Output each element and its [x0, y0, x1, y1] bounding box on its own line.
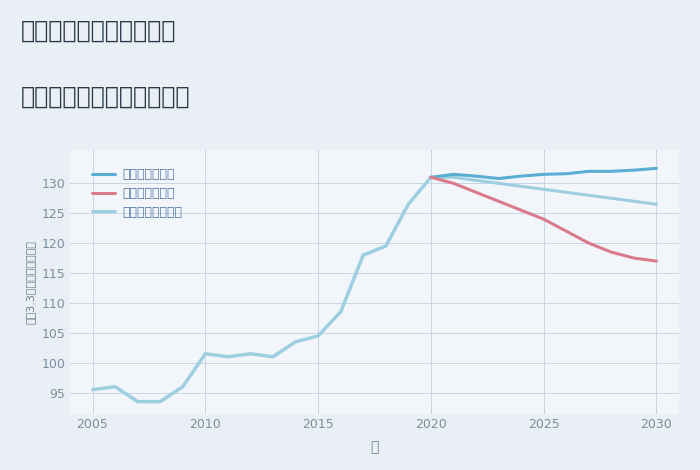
- グッドシナリオ: [427, 174, 435, 180]
- バッドシナリオ: [652, 258, 661, 264]
- バッドシナリオ: [540, 216, 548, 222]
- Y-axis label: 坪（3.3㎡）単価（万円）: 坪（3.3㎡）単価（万円）: [26, 240, 36, 324]
- ノーマルシナリオ: [540, 187, 548, 192]
- ノーマルシナリオ: [630, 198, 638, 204]
- バッドシナリオ: [630, 255, 638, 261]
- グッドシナリオ: [517, 173, 525, 179]
- バッドシナリオ: [584, 240, 593, 246]
- バッドシナリオ: [562, 228, 570, 234]
- Text: 兵庫県姫路市南新在家の: 兵庫県姫路市南新在家の: [21, 19, 176, 43]
- Line: グッドシナリオ: グッドシナリオ: [431, 168, 657, 179]
- グッドシナリオ: [494, 176, 503, 181]
- グッドシナリオ: [540, 172, 548, 177]
- Line: バッドシナリオ: バッドシナリオ: [431, 177, 657, 261]
- グッドシナリオ: [472, 173, 480, 179]
- バッドシナリオ: [517, 207, 525, 213]
- グッドシナリオ: [562, 171, 570, 177]
- X-axis label: 年: 年: [370, 440, 379, 454]
- ノーマルシナリオ: [607, 196, 615, 201]
- グッドシナリオ: [630, 167, 638, 173]
- バッドシナリオ: [494, 198, 503, 204]
- Text: 中古マンションの価格推移: 中古マンションの価格推移: [21, 85, 190, 109]
- Legend: グッドシナリオ, バッドシナリオ, ノーマルシナリオ: グッドシナリオ, バッドシナリオ, ノーマルシナリオ: [88, 164, 186, 222]
- ノーマルシナリオ: [562, 189, 570, 195]
- グッドシナリオ: [607, 169, 615, 174]
- グッドシナリオ: [449, 172, 458, 177]
- グッドシナリオ: [652, 165, 661, 171]
- バッドシナリオ: [472, 189, 480, 195]
- ノーマルシナリオ: [472, 178, 480, 183]
- ノーマルシナリオ: [427, 174, 435, 180]
- グッドシナリオ: [584, 169, 593, 174]
- ノーマルシナリオ: [652, 202, 661, 207]
- Line: ノーマルシナリオ: ノーマルシナリオ: [431, 177, 657, 204]
- ノーマルシナリオ: [517, 183, 525, 189]
- バッドシナリオ: [427, 174, 435, 180]
- バッドシナリオ: [607, 249, 615, 255]
- ノーマルシナリオ: [449, 174, 458, 180]
- バッドシナリオ: [449, 180, 458, 186]
- ノーマルシナリオ: [494, 180, 503, 186]
- ノーマルシナリオ: [584, 192, 593, 198]
